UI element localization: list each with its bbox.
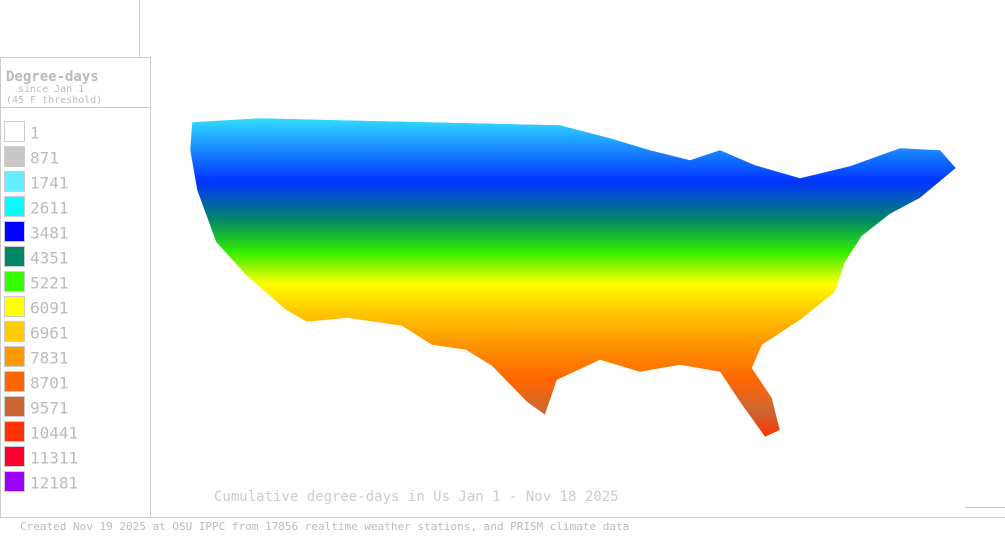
legend-label: 10441 [30, 424, 78, 443]
legend-label: 1 [30, 124, 40, 143]
legend-subtitle: since Jan 1 [18, 84, 84, 95]
legend-title: Degree-days [6, 69, 99, 85]
legend-swatch [4, 271, 25, 292]
legend-swatch [4, 396, 25, 417]
legend-label: 8701 [30, 374, 69, 393]
legend-swatch [4, 296, 25, 317]
footer: Created Nov 19 2025 at OSU IPPC from 178… [20, 520, 629, 533]
legend-label: 12181 [30, 474, 78, 493]
legend-swatch [4, 121, 25, 142]
us-map [189, 117, 957, 438]
legend-swatch [4, 146, 25, 167]
legend-frame [0, 57, 151, 518]
legend-swatch [4, 471, 25, 492]
caption: Cumulative degree-days in Us Jan 1 - Nov… [214, 489, 619, 505]
legend-label: 4351 [30, 249, 69, 268]
legend-swatch [4, 371, 25, 392]
legend-swatch [4, 221, 25, 242]
legend-label: 871 [30, 149, 59, 168]
legend-label: 9571 [30, 399, 69, 418]
legend-threshold: (45 F threshold) [6, 95, 102, 106]
legend-swatch [4, 346, 25, 367]
legend-swatch [4, 446, 25, 467]
legend-label: 6091 [30, 299, 69, 318]
legend-label: 6961 [30, 324, 69, 343]
legend-label: 3481 [30, 224, 69, 243]
legend: 1 871 1741 2611 3481 4351 5221 6091 6961 7831 8701… [4, 121, 78, 493]
legend-label: 1741 [30, 174, 69, 193]
legend-label: 2611 [30, 199, 69, 218]
legend-swatch [4, 421, 25, 442]
legend-swatch [4, 196, 25, 217]
legend-swatch [4, 321, 25, 342]
legend-label: 7831 [30, 349, 69, 368]
legend-label: 11311 [30, 449, 78, 468]
legend-swatch [4, 246, 25, 267]
legend-label: 5221 [30, 274, 69, 293]
legend-swatch [4, 171, 25, 192]
